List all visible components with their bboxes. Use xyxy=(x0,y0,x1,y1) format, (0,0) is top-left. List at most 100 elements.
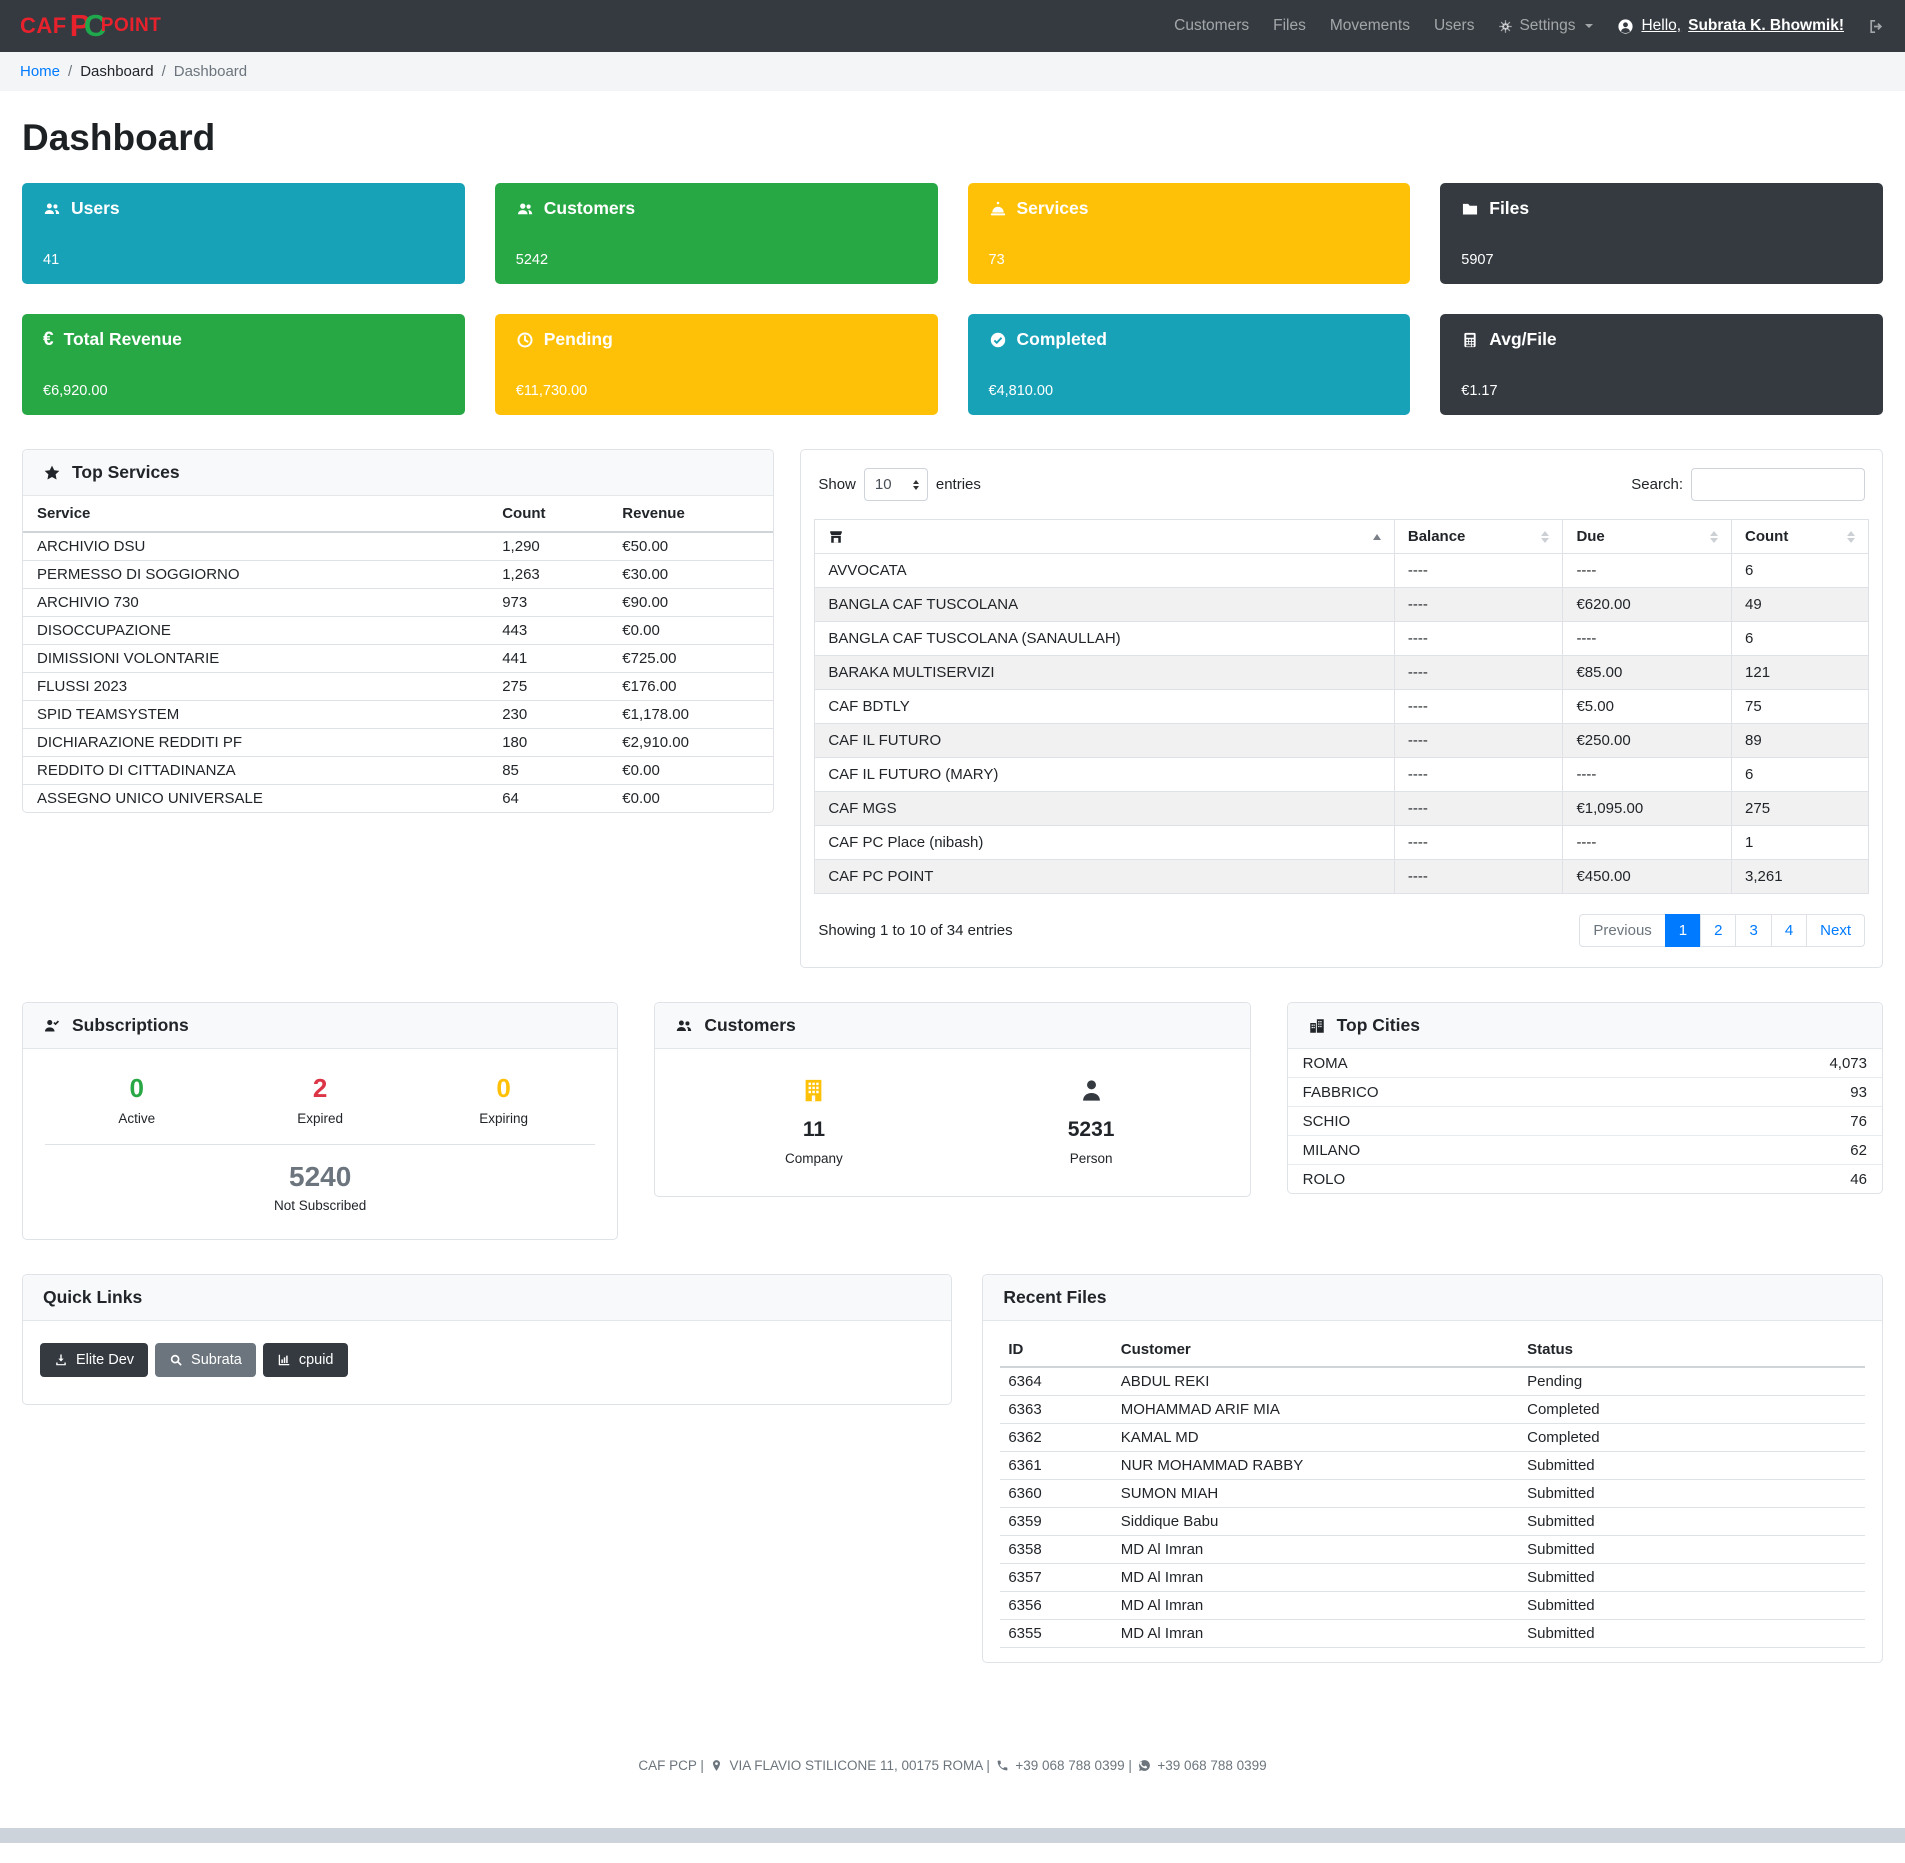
list-item: ROLO 46 xyxy=(1288,1165,1882,1193)
panel-title: Customers xyxy=(704,1015,796,1035)
sort-icon xyxy=(1541,530,1550,543)
logo-text-p: P xyxy=(69,8,91,43)
nav-item-settings[interactable]: Settings xyxy=(1498,17,1594,35)
stat-card-completed[interactable]: Completed €4,810.00 xyxy=(967,314,1411,415)
service-revenue-cell: €1,178.00 xyxy=(608,700,774,729)
top-navbar: CAF P C POINT Customers Files Movements … xyxy=(0,0,1905,52)
partner-due-cell: €450.00 xyxy=(1562,859,1733,894)
table-row: CAF PC Place (nibash) ---- ---- 1 xyxy=(814,825,1869,860)
table-row: DIMISSIONI VOLONTARIE 441 €725.00 xyxy=(23,644,774,673)
partner-due-cell: €85.00 xyxy=(1562,655,1733,690)
column-header-count: Count xyxy=(488,496,609,533)
not-subscribed-label: Not Subscribed xyxy=(274,1198,367,1213)
table-row: DISOCCUPAZIONE 443 €0.00 xyxy=(23,616,774,645)
column-header-due[interactable]: Due xyxy=(1562,519,1733,554)
calculator-icon xyxy=(1464,332,1476,347)
column-header-count[interactable]: Count xyxy=(1731,519,1869,554)
column-header-id: ID xyxy=(1000,1333,1113,1368)
service-count-cell: 441 xyxy=(488,644,609,673)
quick-link-subrata-button[interactable]: Subrata xyxy=(155,1343,256,1377)
horizontal-scrollbar[interactable] xyxy=(0,1828,1905,1843)
stat-card-pending[interactable]: Pending €11,730.00 xyxy=(494,314,938,415)
pagination-page-2[interactable]: 2 xyxy=(1700,914,1737,947)
partner-balance-cell: ---- xyxy=(1393,587,1564,622)
stat-card-customers[interactable]: Customers 5242 xyxy=(494,183,938,284)
breadcrumb: Home / Dashboard / Dashboard xyxy=(0,52,1905,91)
service-count-cell: 1,263 xyxy=(488,560,609,589)
file-id-cell: 6362 xyxy=(1000,1423,1113,1452)
stat-card-files[interactable]: Files 5907 xyxy=(1440,183,1883,284)
service-name-cell: PERMESSO DI SOGGIORNO xyxy=(23,560,489,589)
city-name: ROLO xyxy=(1302,1170,1346,1188)
logout-button[interactable] xyxy=(1868,18,1885,35)
expiring-label: Expiring xyxy=(479,1111,528,1126)
stat-cards-grid: Users 41 Customers 5242 Services 73 File… xyxy=(22,183,1883,415)
footer-whatsapp: +39 068 788 0399 xyxy=(1157,1758,1267,1773)
file-customer-cell: MD Al Imran xyxy=(1112,1563,1520,1592)
column-header-balance[interactable]: Balance xyxy=(1393,519,1564,554)
partner-balance-cell: ---- xyxy=(1393,859,1564,894)
page-size-select[interactable]: 10 xyxy=(863,468,928,501)
breadcrumb-separator: / xyxy=(161,63,166,80)
stat-card-value: €11,730.00 xyxy=(515,383,588,399)
partner-due-cell: €620.00 xyxy=(1562,587,1733,622)
select-arrows-icon xyxy=(912,479,919,490)
pagination-next[interactable]: Next xyxy=(1806,914,1865,947)
nav-item-customers[interactable]: Customers xyxy=(1174,17,1250,34)
table-row: ARCHIVIO 730 973 €90.00 xyxy=(23,588,774,617)
nav-item-users[interactable]: Users xyxy=(1433,17,1475,34)
search-input[interactable] xyxy=(1691,468,1865,501)
button-label: cpuid xyxy=(298,1352,334,1368)
service-name-cell: SPID TEAMSYSTEM xyxy=(23,700,489,729)
city-name: MILANO xyxy=(1302,1141,1361,1159)
clock-icon xyxy=(517,332,533,347)
file-id-cell: 6364 xyxy=(1000,1367,1113,1396)
stat-card-users[interactable]: Users 41 xyxy=(22,183,465,284)
service-count-cell: 973 xyxy=(488,588,609,617)
table-row: CAF MGS ---- €1,095.00 275 xyxy=(814,791,1869,826)
pagination-page-3[interactable]: 3 xyxy=(1735,914,1772,947)
sort-icon xyxy=(1710,530,1719,543)
stat-card-services[interactable]: Services 73 xyxy=(967,183,1411,284)
euro-icon: € xyxy=(43,329,54,350)
app-logo[interactable]: CAF P C POINT xyxy=(20,8,161,44)
chevron-down-icon xyxy=(1585,24,1594,28)
quick-link-cpuid-button[interactable]: cpuid xyxy=(262,1343,348,1377)
breadcrumb-level1: Dashboard xyxy=(80,63,154,80)
city-count: 62 xyxy=(1850,1141,1867,1159)
recent-files-panel: Recent Files ID Customer Status xyxy=(982,1274,1883,1663)
stat-card-value: 73 xyxy=(988,252,1005,268)
stat-card-avg-file[interactable]: Avg/File €1.17 xyxy=(1440,314,1883,415)
active-count: 0 xyxy=(129,1073,144,1103)
person-label: Person xyxy=(1069,1151,1113,1166)
service-revenue-cell: €0.00 xyxy=(622,790,660,807)
footer-company: CAF PCP xyxy=(638,1758,697,1773)
partner-due-cell: ---- xyxy=(1562,553,1733,588)
partner-name-cell: CAF MGS xyxy=(814,791,1395,826)
column-header-partner[interactable] xyxy=(814,519,1395,554)
partners-table: Balance Due Count AVVOCATA xyxy=(814,519,1869,894)
quick-link-elite-dev-button[interactable]: Elite Dev xyxy=(40,1343,149,1377)
nav-item-movements[interactable]: Movements xyxy=(1329,17,1410,34)
stat-card-total-revenue[interactable]: € Total Revenue €6,920.00 xyxy=(22,314,465,415)
breadcrumb-level2: Dashboard xyxy=(173,63,248,80)
partner-count-cell: 6 xyxy=(1731,621,1869,656)
logo-text-point: POINT xyxy=(100,15,162,36)
pagination-previous[interactable]: Previous xyxy=(1579,914,1666,947)
table-row: CAF PC POINT ---- €450.00 3,261 xyxy=(814,859,1869,894)
pagination-page-4[interactable]: 4 xyxy=(1770,914,1808,947)
customers-header: Customers xyxy=(655,1003,1250,1049)
partner-count-cell: 1 xyxy=(1731,825,1869,860)
partner-name-cell: BANGLA CAF TUSCOLANA (SANAULLAH) xyxy=(814,621,1395,656)
user-name: Subrata K. Bhowmik! xyxy=(1688,17,1844,34)
user-menu[interactable]: Hello, Subrata K. Bhowmik! xyxy=(1617,17,1844,35)
nav-item-files[interactable]: Files xyxy=(1273,17,1306,34)
partner-count-cell: 6 xyxy=(1731,757,1869,792)
user-check-icon xyxy=(44,1019,60,1032)
service-name-cell: ASSEGNO UNICO UNIVERSALE xyxy=(37,790,263,807)
city-count: 4,073 xyxy=(1829,1054,1867,1072)
table-info: Showing 1 to 10 of 34 entries xyxy=(818,922,1013,939)
breadcrumb-home-link[interactable]: Home xyxy=(20,63,61,80)
pagination-page-1[interactable]: 1 xyxy=(1664,914,1702,947)
panel-title: Quick Links xyxy=(43,1287,143,1307)
